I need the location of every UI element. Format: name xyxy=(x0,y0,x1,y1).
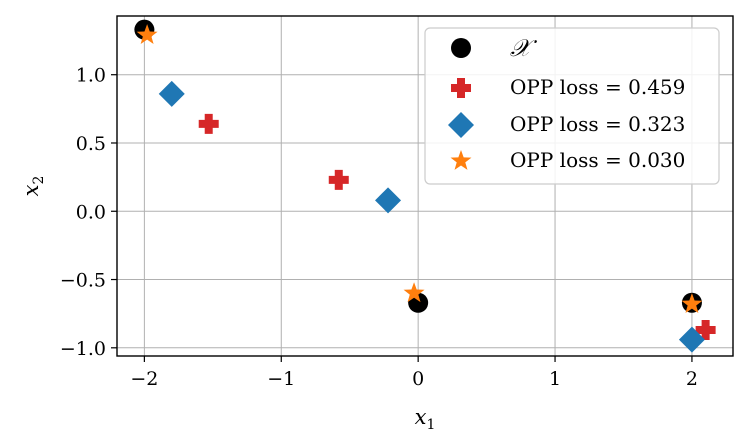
legend-label-opp-0030: OPP loss = 0.030 xyxy=(510,148,685,172)
legend-markers xyxy=(448,38,474,170)
legend-label-opp-0323: OPP loss = 0.323 xyxy=(510,112,685,136)
data-point-series-1 xyxy=(198,113,219,134)
y-tick-label: 0.5 xyxy=(76,133,106,155)
data-point-series-1 xyxy=(328,169,349,190)
y-tick-label: −1.0 xyxy=(60,338,106,360)
data-point-series-2 xyxy=(375,187,402,214)
x-tick-label: −2 xyxy=(130,368,158,390)
x-tick-label: −1 xyxy=(267,368,295,390)
x-axis-label: x1 xyxy=(415,405,436,433)
tick-labels: −2 −1 0 1 2 −1.0 −0.5 0.0 0.5 1.0 xyxy=(60,65,698,390)
legend: 𝒳 OPP loss = 0.459 OPP loss = 0.323 OPP … xyxy=(424,27,720,185)
y-tick-label: −0.5 xyxy=(60,270,106,292)
data-point-series-3 xyxy=(681,293,703,314)
legend-marker-series-0 xyxy=(451,38,471,58)
data-point-series-2 xyxy=(678,326,705,353)
legend-marker-series-2 xyxy=(448,112,474,138)
legend-marker-series-1 xyxy=(451,78,471,98)
data-point-series-1 xyxy=(695,320,716,341)
data-point-series-2 xyxy=(158,80,185,107)
axis-ticks xyxy=(111,74,693,362)
legend-box xyxy=(424,27,720,185)
legend-marker-series-3 xyxy=(450,150,472,170)
data-points xyxy=(134,19,716,353)
y-tick-label: 1.0 xyxy=(76,65,106,87)
legend-label-opp-0459: OPP loss = 0.459 xyxy=(510,75,685,99)
x-tick-label: 2 xyxy=(686,368,698,390)
y-axis-label: x2 xyxy=(19,176,47,197)
x-tick-label: 0 xyxy=(412,368,424,390)
x-tick-label: 1 xyxy=(549,368,561,390)
plot-frame xyxy=(116,15,734,357)
y-tick-label: 0.0 xyxy=(76,201,106,223)
data-point-series-3 xyxy=(136,24,158,45)
data-point-series-3 xyxy=(403,282,425,303)
